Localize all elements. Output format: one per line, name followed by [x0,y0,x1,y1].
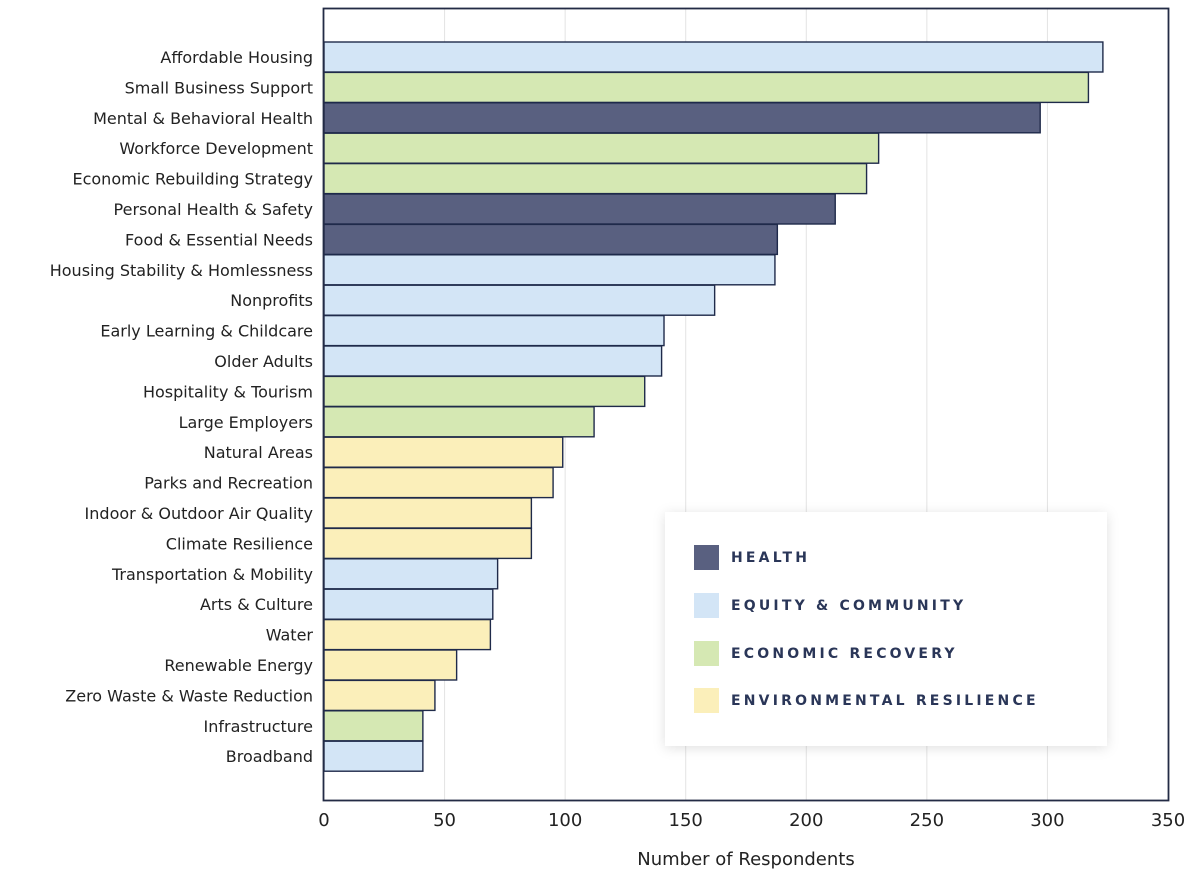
category-label: Older Adults [214,352,313,371]
category-label: Early Learning & Childcare [100,322,313,341]
x-tick-label: 350 [1151,810,1185,831]
legend-label: EQUITY & COMMUNITY [731,598,966,614]
bar [323,588,494,620]
legend-swatch [694,593,719,618]
legend: HEALTH EQUITY & COMMUNITY ECONOMIC RECOVER… [665,512,1107,746]
category-label: Natural Areas [204,443,313,462]
x-tick-label: 50 [433,810,456,831]
category-label: Hospitality & Tourism [143,382,313,401]
bar [323,314,665,347]
legend-swatch [694,545,719,570]
category-label: Climate Resilience [166,534,313,553]
bar [323,132,880,164]
bar [323,740,424,772]
category-label: Mental & Behavioral Health [93,109,313,128]
legend-swatch [694,641,719,666]
category-label: Workforce Development [119,139,313,158]
category-label: Economic Rebuilding Strategy [72,170,313,189]
category-label: Nonprofits [230,291,313,310]
legend-box [665,512,1107,746]
bar [323,223,779,256]
bar [323,102,1041,134]
bar [323,41,1104,73]
category-label: Large Employers [179,413,313,432]
category-label: Transportation & Mobility [111,565,313,584]
category-label: Affordable Housing [160,48,313,67]
bar [323,679,436,712]
category-label: Renewable Energy [164,656,313,675]
bar [323,375,646,408]
legend-label: ECONOMIC RECOVERY [731,646,958,662]
category-label: Zero Waste & Waste Reduction [65,686,313,705]
category-labels: Affordable Housing Small Business Support… [50,48,314,766]
x-tick-label: 250 [910,810,944,831]
category-label: Food & Essential Needs [125,230,313,249]
x-axis-ticks: 0 50 100 150 200 250 300 350 [318,810,1185,831]
bar [323,436,564,468]
bar [323,558,499,590]
category-label: Personal Health & Safety [114,200,313,219]
bar [323,406,595,438]
bar [323,618,492,651]
bars-group [323,41,1104,772]
plot-frame [322,7,1170,802]
x-tick-label: 300 [1030,810,1064,831]
bar [323,284,716,316]
category-label: Parks and Recreation [144,474,313,493]
legend-label: ENVIRONMENTAL RESILIENCE [731,693,1039,709]
category-label: Broadband [226,747,313,766]
x-tick-label: 0 [318,810,329,831]
category-label: Arts & Culture [200,595,313,614]
category-label: Indoor & Outdoor Air Quality [85,504,313,523]
bar [323,649,458,681]
category-label: Small Business Support [125,78,313,97]
category-label: Infrastructure [204,717,313,736]
legend-items: HEALTH EQUITY & COMMUNITY ECONOMIC RECOVER… [694,545,1039,713]
x-tick-label: 100 [548,810,582,831]
x-tick-label: 200 [789,810,823,831]
bar [323,466,554,499]
x-axis-title: Number of Respondents [637,849,854,870]
legend-swatch [694,688,719,713]
bar [323,193,836,225]
category-label: Housing Stability & Homlessness [50,261,313,280]
bar [323,345,663,377]
x-tick-label: 150 [669,810,703,831]
bar [323,71,1090,104]
bar [323,527,533,560]
bar [323,710,424,742]
bar [323,162,868,195]
legend-label: HEALTH [731,550,810,566]
bar [323,254,776,286]
category-label: Water [266,626,314,645]
bar [323,497,533,529]
